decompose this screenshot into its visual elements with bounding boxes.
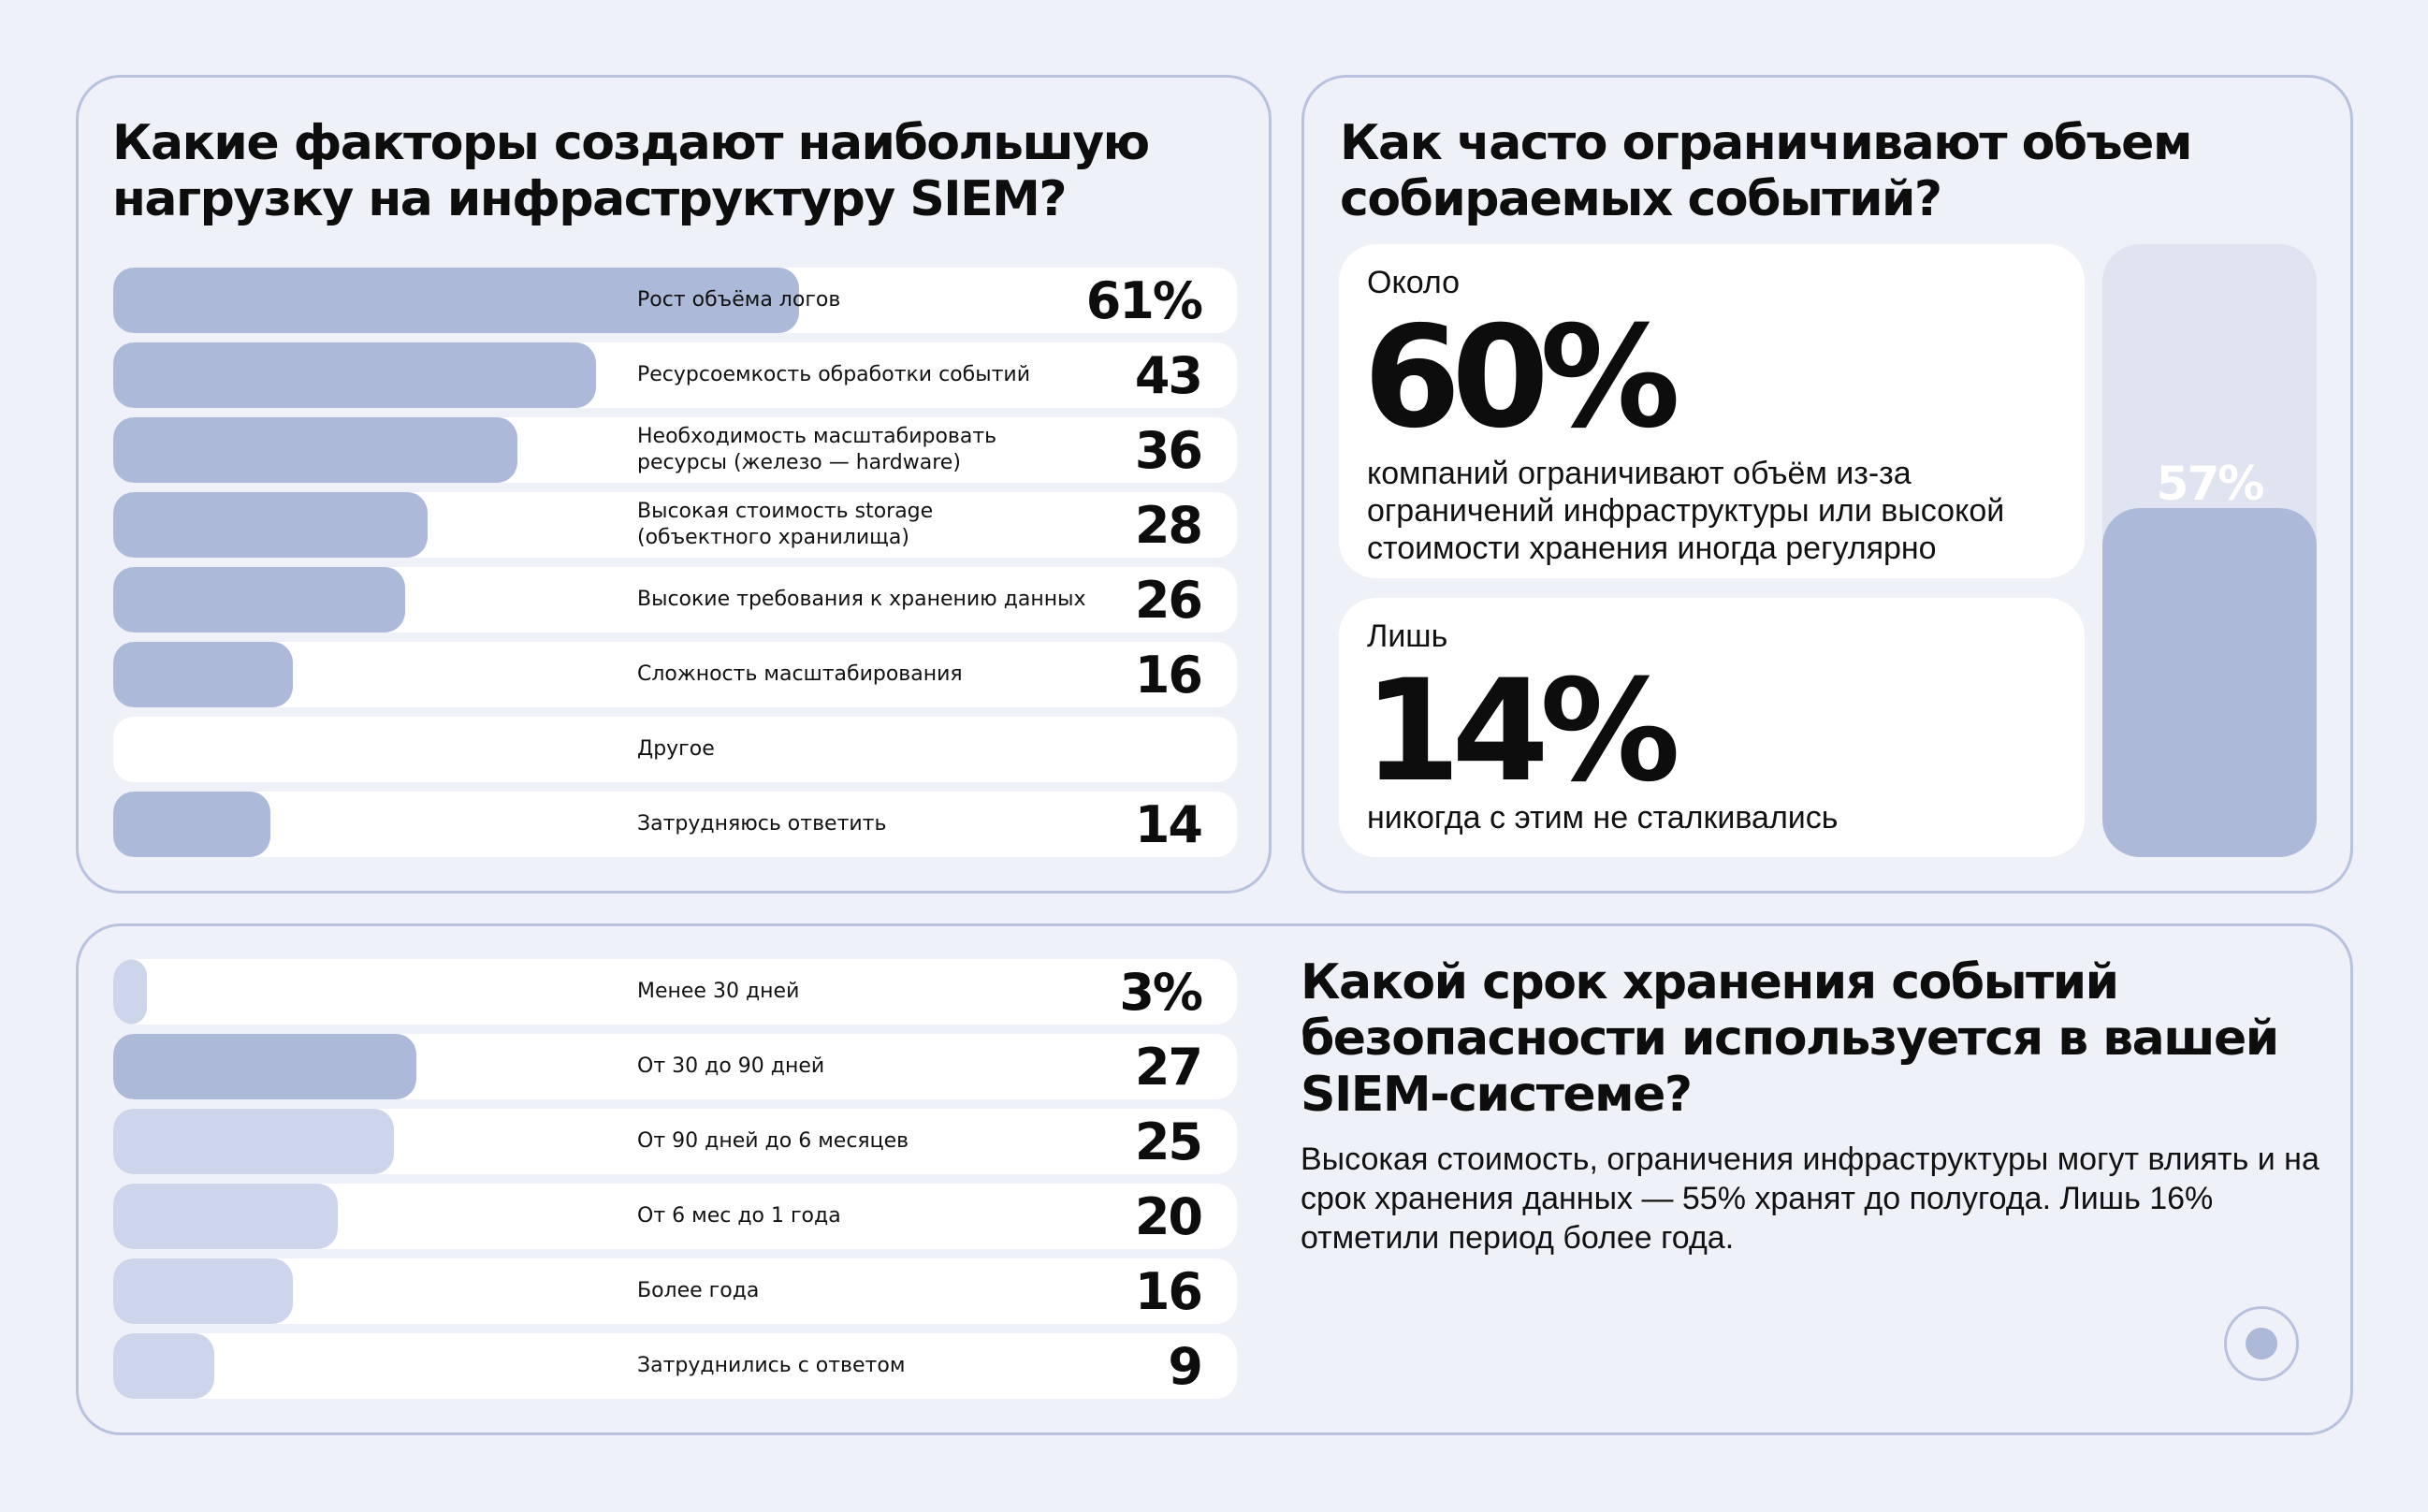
bar-value-label: 3% <box>1119 962 1203 1022</box>
bar-label: Рост объёма логов <box>637 288 841 312</box>
about-value: 60% <box>1363 297 1680 459</box>
bar-label: От 30 до 90 дней <box>637 1054 825 1078</box>
bar-value-label: 16 <box>1134 645 1203 705</box>
bar-label: Ресурсоемкость обработки событий <box>637 363 1030 386</box>
load-factors-panel: Какие факторы создают наибольшую нагрузк… <box>76 75 1272 894</box>
bar-value-label: 26 <box>1134 570 1203 630</box>
about-prefix: Около <box>1367 265 1460 300</box>
bar <box>113 1034 416 1099</box>
bar <box>113 792 270 857</box>
bar-row: От 90 дней до 6 месяцев 25 <box>113 1109 1237 1174</box>
retention-body: Высокая стоимость, ограничения инфрастру… <box>1301 1141 2319 1256</box>
bar-row: От 30 до 90 дней 27 <box>113 1034 1237 1099</box>
bar <box>113 959 147 1025</box>
bar-row: Затруднились с ответом 9 <box>113 1333 1237 1399</box>
bar-row: Затрудняюсь ответить 14 <box>113 792 1237 857</box>
about-60-card: Около 60% компаний ограничивают объём из… <box>1339 244 2085 578</box>
bar-row: Высокая стоимость storage (объектного хр… <box>113 492 1237 558</box>
bar <box>113 1333 214 1399</box>
bar-label: Более года <box>637 1279 760 1302</box>
bar-label: Высокие требования к хранению данных <box>637 588 1086 611</box>
bar-row: Необходимость масштабировать ресурсы (же… <box>113 417 1237 483</box>
only-value: 14% <box>1363 650 1680 813</box>
bar-value-label: 25 <box>1134 1112 1203 1171</box>
retention-panel: Менее 30 дней 3% От 30 до 90 дней 27 От 90 д… <box>76 923 2353 1435</box>
vertical-progress-label: 57% <box>2156 456 2265 511</box>
about-description: компаний ограничивают объём из-за ограни… <box>1367 456 2005 566</box>
bar <box>113 492 428 558</box>
bar-row: Менее 30 дней 3% <box>113 959 1237 1025</box>
bar <box>113 642 293 707</box>
bar-label: Менее 30 дней <box>637 980 800 1003</box>
bar-label: Другое <box>637 737 715 761</box>
bar-value-label: 36 <box>1134 420 1203 480</box>
bar <box>113 1258 293 1324</box>
bar-value-label: 16 <box>1134 1261 1203 1321</box>
vertical-progress-bar: 57% <box>2102 244 2317 857</box>
bar-label: Высокая стоимость storage (объектного хр… <box>637 500 934 549</box>
bar-row: Другое <box>113 717 1237 782</box>
bar-row: От 6 мес до 1 года 20 <box>113 1184 1237 1249</box>
bar-row: Сложность масштабирования 16 <box>113 642 1237 707</box>
bar <box>113 268 799 333</box>
bar <box>113 417 517 483</box>
bar-row: Рост объёма логов 61% <box>113 268 1237 333</box>
bar-value-label: 61% <box>1085 270 1203 330</box>
vertical-progress-fill <box>2102 508 2317 857</box>
bar <box>113 342 596 408</box>
bar-label: Затруднились с ответом <box>637 1354 906 1377</box>
event-limit-title: Как часто ограничивают объем собираемых … <box>1340 115 2192 227</box>
bar-value-label: 28 <box>1134 495 1203 555</box>
only-prefix: Лишь <box>1367 618 1448 654</box>
bar-label: От 90 дней до 6 месяцев <box>637 1129 909 1153</box>
bar-label: От 6 мес до 1 года <box>637 1204 841 1228</box>
bar-label: Необходимость масштабировать ресурсы (же… <box>637 425 997 474</box>
load-factors-title: Какие факторы создают наибольшую нагрузк… <box>112 115 1150 227</box>
bar-value-label: 9 <box>1168 1336 1203 1396</box>
bar-label: Сложность масштабирования <box>637 662 963 686</box>
retention-title: Какой срок хранения событий безопасности… <box>1301 954 2279 1123</box>
bar-label: Затрудняюсь ответить <box>637 812 887 836</box>
bar-value-label: 27 <box>1134 1037 1203 1097</box>
bar <box>113 1184 338 1249</box>
event-limit-panel: Как часто ограничивают объем собираемых … <box>1301 75 2353 894</box>
load-factors-chart: Рост объёма логов 61% Ресурсоемкость обраб… <box>113 268 1237 866</box>
bar-row: Высокие требования к хранению данных 26 <box>113 567 1237 632</box>
bar-value-label: 14 <box>1134 794 1203 854</box>
retention-chart: Менее 30 дней 3% От 30 до 90 дней 27 От 90 д… <box>113 959 1237 1408</box>
only-description: никогда с этим не сталкивались <box>1367 800 1839 836</box>
only-14-card: Лишь 14% никогда с этим не сталкивались <box>1339 598 2085 857</box>
bar <box>113 1109 394 1174</box>
record-icon <box>2224 1306 2299 1381</box>
bar-row: Более года 16 <box>113 1258 1237 1324</box>
bar-value-label: 43 <box>1134 345 1203 405</box>
bar <box>113 567 405 632</box>
bar-value-label: 20 <box>1134 1186 1203 1246</box>
bar-row: Ресурсоемкость обработки событий 43 <box>113 342 1237 408</box>
